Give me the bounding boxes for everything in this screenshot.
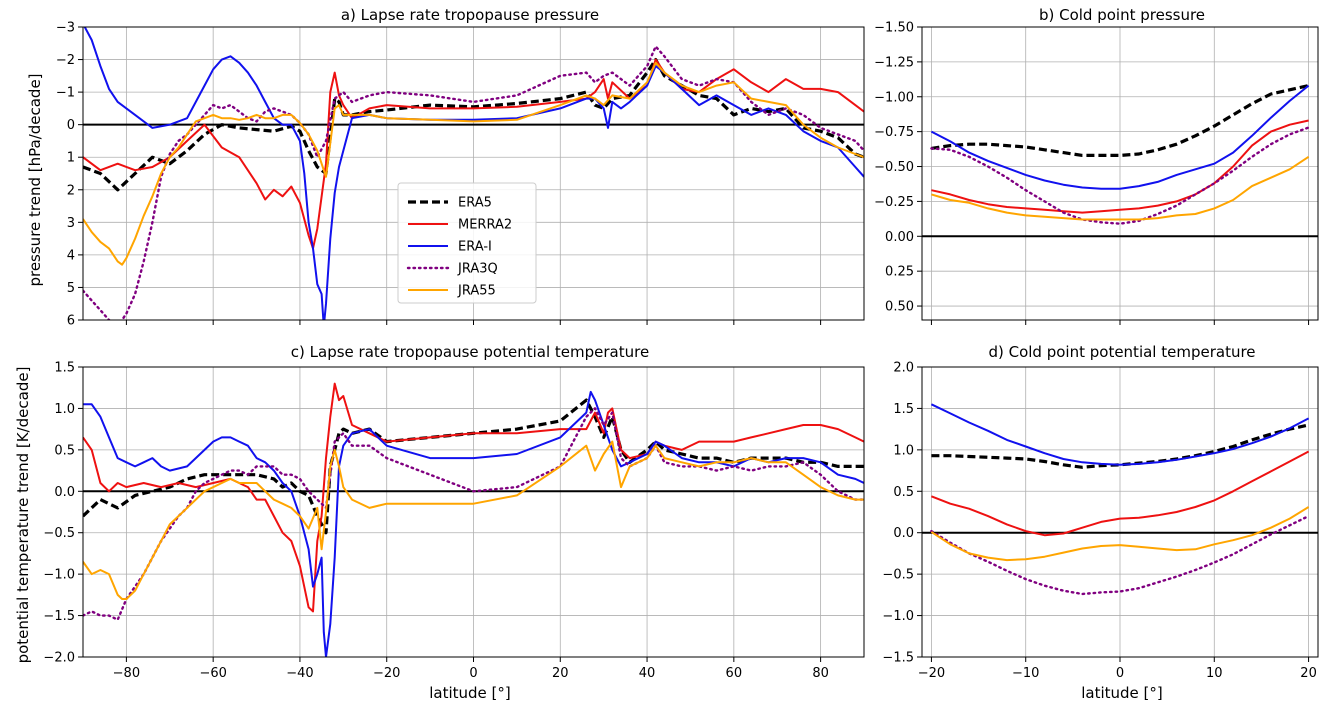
legend-label-era5: ERA5	[458, 196, 492, 211]
y-tick-label: −0.25	[874, 195, 914, 210]
y-tick-label: 1.5	[54, 361, 75, 376]
series-group	[83, 382, 864, 657]
series-line-era-i	[83, 390, 864, 657]
y-tick-label: 0.5	[54, 443, 75, 458]
panel-a-title: a) Lapse rate tropopause pressure	[341, 6, 599, 24]
panel-b-cold-point-pressure: b) Cold point pressure −1.50 −1.25 −1.00 −0…	[874, 6, 1319, 325]
y-tick-label: 0.50	[885, 300, 914, 315]
series-line-jra55	[83, 61, 864, 266]
x-tick-label: −40	[286, 666, 313, 681]
x-tick-label: 10	[1206, 666, 1223, 681]
series-line-era5	[83, 58, 864, 192]
series-line-era-i	[930, 403, 1310, 466]
x-tick-label: −20	[373, 666, 400, 681]
panel-d-title: d) Cold point potential temperature	[988, 343, 1255, 361]
y-tick-label: −0.5	[882, 568, 914, 583]
y-tick-label: −3	[56, 21, 75, 36]
series-line-era5	[931, 84, 1309, 157]
x-tick-label: 80	[812, 666, 829, 681]
y-tick-label: −1.00	[874, 90, 914, 105]
y-tick-label: 4	[67, 248, 75, 263]
y-tick-label: −1.25	[874, 55, 914, 70]
y-tick-label: −1.50	[874, 21, 914, 36]
y-tick-label: 1.5	[893, 402, 914, 417]
panel-c-plot-area: −80 −60 −40 −20 0 20 40 60 80 −2.0 −1.5 −1.0 −0.5 0.0…	[43, 361, 865, 681]
legend: ERA5 MERRA2 ERA-I JRA3Q JRA55	[397, 182, 537, 304]
x-tick-label: 20	[552, 666, 569, 681]
y-tick-label: 0.00	[885, 230, 914, 245]
x-tick-label: 60	[726, 666, 743, 681]
y-axis-label-pressure: pressure trend [hPa/decade]	[26, 73, 44, 286]
legend-label-jra55: JRA55	[457, 284, 496, 299]
panel-b-plot-area: −1.50 −1.25 −1.00 −0.75 −0.50 −0.25 0.00 0.25 0.…	[874, 21, 1319, 325]
y-tick-label: 1	[67, 151, 75, 166]
x-tick-label: −80	[113, 666, 140, 681]
panel-c-title: c) Lapse rate tropopause potential tempe…	[291, 343, 649, 361]
y-tick-label: 0.0	[893, 526, 914, 541]
y-tick-label: 0	[67, 118, 75, 133]
series-line-jra55	[83, 440, 864, 600]
series-group	[930, 403, 1310, 596]
legend-entries: ERA5 MERRA2 ERA-I JRA3Q JRA55	[406, 196, 512, 299]
panel-c-lapse-rate-potential-temperature: c) Lapse rate tropopause potential tempe…	[43, 343, 865, 681]
y-tick-label: 2	[67, 183, 75, 198]
x-tick-label: 0	[469, 666, 477, 681]
x-axis-label-panel-d: latitude [°]	[1081, 684, 1163, 702]
y-tick-label: −2.0	[43, 651, 75, 666]
y-tick-label: −1.0	[43, 568, 75, 583]
y-tick-label: −1.5	[882, 651, 914, 666]
y-tick-label: −0.50	[874, 160, 914, 175]
x-tick-label: 20	[1300, 666, 1317, 681]
series-line-merra2	[83, 382, 864, 613]
x-tick-label: −10	[1012, 666, 1039, 681]
series-line-jra3q	[83, 407, 864, 621]
y-tick-label: −0.5	[43, 526, 75, 541]
legend-label-merra2: MERRA2	[458, 218, 512, 233]
y-tick-label: 1.0	[54, 402, 75, 417]
y-tick-label: −1.0	[882, 609, 914, 624]
legend-frame	[397, 182, 537, 304]
y-tick-label: 5	[67, 281, 75, 296]
series-line-era-i	[930, 84, 1310, 190]
panel-d-cold-point-potential-temperature: d) Cold point potential temperature −20−…	[882, 343, 1319, 681]
series-line-jra3q	[930, 514, 1310, 596]
x-tick-label: −60	[199, 666, 226, 681]
y-axis-label-potential-temperature: potential temperature trend [K/decade]	[14, 367, 32, 664]
series-line-jra55	[930, 506, 1310, 562]
y-tick-label: −1	[56, 86, 75, 101]
x-tick-label: −20	[918, 666, 945, 681]
x-tick-label: 0	[1116, 666, 1124, 681]
series-group	[930, 84, 1310, 225]
series-line-merra2	[931, 450, 1310, 537]
y-tick-label: 6	[67, 314, 75, 329]
panel-b-title: b) Cold point pressure	[1039, 6, 1205, 24]
series-line-merra2	[931, 119, 1309, 214]
series-group	[83, 27, 864, 320]
y-tick-label: 2.0	[893, 361, 914, 376]
legend-label-jra3q: JRA3Q	[457, 262, 498, 277]
y-tick-label: 0.0	[54, 485, 75, 500]
legend-label-era-i: ERA-I	[458, 240, 492, 255]
series-line-merra2	[83, 58, 864, 250]
y-tick-label: 0.25	[885, 265, 914, 280]
panel-a-plot-area: −3 −2 −1 0 1 2 3 4 5 6	[56, 21, 865, 329]
series-line-era5	[931, 423, 1309, 469]
series-line-jra3q	[930, 126, 1310, 225]
panel-a-lapse-rate-pressure: a) Lapse rate tropopause pressure −3 −2 −1…	[56, 6, 865, 329]
y-tick-label: −0.75	[874, 125, 914, 140]
series-line-era-i	[83, 27, 864, 320]
y-tick-label: 0.5	[893, 485, 914, 500]
y-tick-label: 3	[67, 216, 75, 231]
x-tick-label: 40	[639, 666, 656, 681]
y-tick-label: −1.5	[43, 609, 75, 624]
y-tick-label: 1.0	[893, 443, 914, 458]
series-line-jra55	[931, 155, 1310, 221]
panel-d-plot-area: −20 −10 0 10 20 −1.5 −1.0 −0.5 0.0 0.5 1.0 1.5 2.0	[882, 361, 1319, 681]
x-axis-label-panel-c: latitude [°]	[429, 684, 511, 702]
y-tick-label: −2	[56, 53, 75, 68]
